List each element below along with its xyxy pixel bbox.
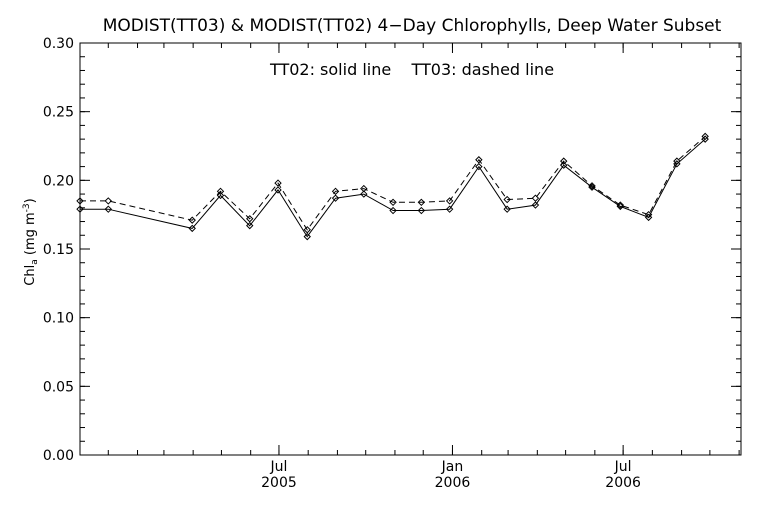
x-tick-label-month: Jan bbox=[441, 459, 464, 475]
y-tick-label: 0.20 bbox=[43, 173, 74, 189]
data-point-tt03 bbox=[616, 201, 625, 209]
data-point-tt03 bbox=[417, 198, 426, 207]
data-point-tt02 bbox=[389, 206, 397, 215]
data-point-tt02 bbox=[673, 160, 681, 168]
data-point-tt03 bbox=[503, 195, 511, 204]
axes: 0.000.050.100.150.200.250.30Jul2005Jan20… bbox=[43, 36, 742, 491]
y-tick-label: 0.15 bbox=[43, 242, 74, 258]
series-marks bbox=[76, 132, 709, 241]
data-point-tt03 bbox=[274, 179, 282, 187]
y-tick-label: 0.05 bbox=[43, 379, 74, 395]
plot-frame bbox=[79, 42, 742, 456]
y-axis-label: Chla (mg m-3) bbox=[22, 198, 40, 285]
data-point-tt02 bbox=[188, 224, 196, 233]
data-point-tt03 bbox=[701, 132, 709, 141]
data-point-tt02 bbox=[76, 205, 84, 213]
chart-title: MODIST(TT03) & MODIST(TT02) 4−Day Chloro… bbox=[103, 16, 722, 36]
data-point-tt03 bbox=[216, 187, 225, 196]
data-point-tt03 bbox=[246, 215, 254, 223]
series-line-tt03 bbox=[80, 136, 706, 231]
data-point-tt02 bbox=[503, 205, 511, 213]
data-point-tt02 bbox=[104, 205, 112, 213]
data-point-tt03 bbox=[188, 216, 196, 224]
data-point-tt03 bbox=[475, 156, 483, 164]
x-tick-label-year: 2006 bbox=[605, 475, 641, 491]
data-point-tt03 bbox=[360, 184, 368, 193]
data-point-tt03 bbox=[531, 194, 540, 202]
series-annotation: TT02: solid line TT03: dashed line bbox=[269, 60, 554, 79]
data-point-tt02 bbox=[531, 201, 540, 209]
y-tick-label: 0.10 bbox=[43, 311, 74, 327]
data-point-tt02 bbox=[303, 232, 311, 241]
data-point-tt03 bbox=[673, 157, 681, 165]
series-line-tt02 bbox=[80, 138, 706, 238]
data-point-tt03 bbox=[560, 157, 568, 165]
data-point-tt03 bbox=[104, 197, 112, 205]
x-tick-label-month: Jul bbox=[270, 459, 288, 475]
data-point-tt02 bbox=[274, 186, 282, 194]
x-tick-label-year: 2006 bbox=[435, 475, 471, 491]
data-point-tt03 bbox=[303, 226, 311, 234]
data-point-tt03 bbox=[331, 187, 340, 196]
data-point-tt02 bbox=[644, 213, 653, 222]
data-point-tt02 bbox=[475, 162, 483, 171]
data-point-tt03 bbox=[588, 182, 596, 190]
y-tick-label: 0.25 bbox=[43, 105, 74, 121]
data-point-tt03 bbox=[76, 197, 84, 205]
data-point-tt02 bbox=[331, 194, 340, 202]
data-point-tt02 bbox=[216, 191, 225, 200]
x-tick-label-year: 2005 bbox=[261, 475, 297, 491]
data-point-tt03 bbox=[644, 210, 653, 219]
data-point-tt02 bbox=[445, 205, 454, 213]
svg-text:Chla (mg m-3): Chla (mg m-3) bbox=[22, 198, 40, 285]
x-tick-label-month: Jul bbox=[614, 459, 632, 475]
y-tick-label: 0.00 bbox=[43, 448, 74, 464]
data-point-tt02 bbox=[417, 206, 426, 215]
data-point-tt03 bbox=[389, 198, 397, 207]
data-point-tt02 bbox=[360, 190, 368, 198]
y-tick-label: 0.30 bbox=[43, 36, 74, 52]
data-point-tt03 bbox=[445, 197, 454, 205]
data-point-tt02 bbox=[246, 221, 254, 230]
